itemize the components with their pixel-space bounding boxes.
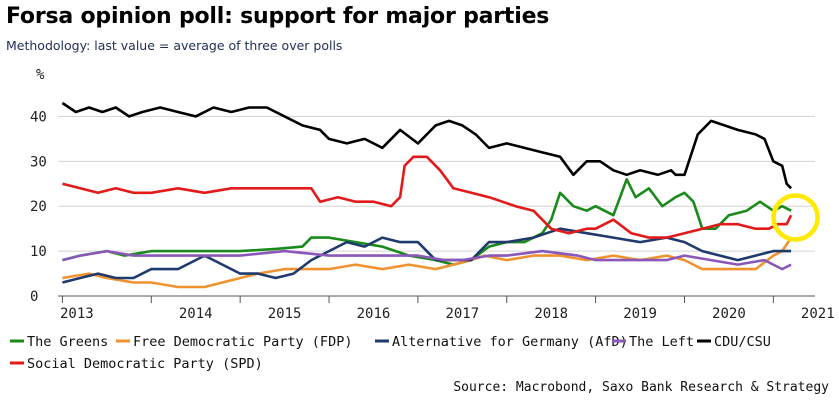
x-tick-label: 2020 [712,306,746,322]
legend-label: The Greens [27,334,108,350]
series-line-alternative-for-germany-afd [62,227,792,284]
legend-label: CDU/CSU [714,334,771,350]
x-tick-label: 2015 [268,306,302,322]
x-tick-label: 2021 [801,306,835,322]
y-tick-label: 30 [30,154,47,170]
x-tick-label: 2014 [179,306,213,322]
y-tick-label: 0 [30,289,38,305]
y-axis-unit: % [36,67,45,83]
chart-title: Forsa opinion poll: support for major pa… [6,4,550,29]
y-tick-label: 10 [30,244,47,260]
y-tick-label: 20 [30,199,47,215]
legend-label: The Left [629,334,694,350]
series-line-cdu-csu [61,101,793,190]
series-line-social-democratic-party-spd [62,155,793,239]
x-tick-label: 2019 [623,306,657,322]
legend-label: Free Democratic Party (FDP) [133,334,352,350]
y-tick-label: 40 [30,109,47,125]
series-line-the-left [62,249,792,271]
x-tick-label: 2017 [445,306,479,322]
series-line-free-democratic-party-fdp [62,236,793,289]
chart-subtitle: Methodology: last value = average of thr… [6,38,343,53]
legend-label: Social Democratic Party (SPD) [27,356,263,372]
x-tick-label: 2016 [357,306,391,322]
legend-label: Alternative for Germany (AfD) [392,334,628,350]
highlight-circle [771,193,820,242]
x-tick-label: 2018 [534,306,568,322]
x-tick-label: 2013 [60,306,94,322]
source-note: Source: Macrobond, Saxo Bank Research & … [453,380,829,395]
